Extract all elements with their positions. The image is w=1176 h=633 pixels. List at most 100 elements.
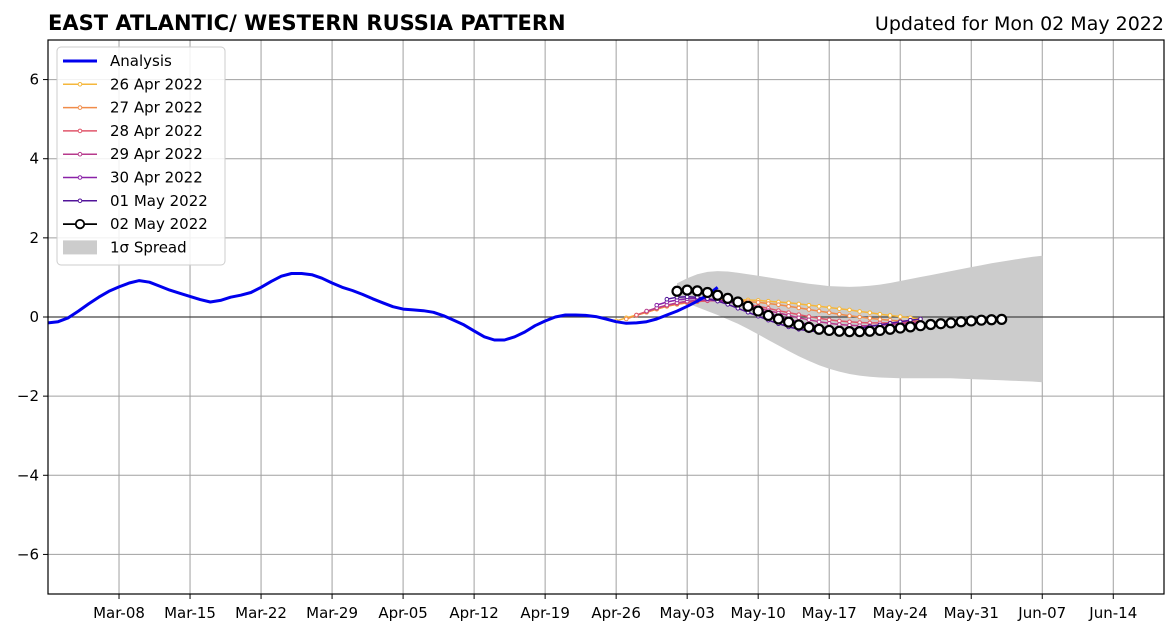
forecast-point [847,307,852,313]
current-forecast-point [864,325,876,337]
legend-marker [77,151,83,157]
x-tick-label: Apr-05 [378,604,428,622]
legend-label: 26 Apr 2022 [110,75,203,93]
x-axis: Mar-08 Mar-15 Mar-22 Mar-29 Apr-05 Apr-12 Apr-… [93,594,1137,622]
x-tick-label: Jun-14 [1088,604,1137,622]
current-forecast-point [935,318,947,330]
forecast-point [826,317,832,323]
legend-label: 27 Apr 2022 [110,99,203,117]
forecast-point [766,301,771,306]
x-tick-label: Apr-26 [591,604,641,622]
forecast-point [796,301,802,307]
current-forecast-point [925,318,937,331]
forecast-point [867,310,873,315]
current-forecast-point [803,321,815,333]
forecast-point [623,316,629,322]
current-forecast-point [955,316,967,328]
chart-title: EAST ATLANTIC/ WESTERN RUSSIA PATTERN [48,11,566,35]
legend-marker [77,105,83,110]
legend-entry: 29 Apr 2022 [63,145,203,163]
legend-entry: 26 Apr 2022 [63,75,203,93]
x-tick-label: May-10 [731,604,786,622]
legend-label: Analysis [110,52,172,70]
x-tick-label: May-31 [944,604,999,622]
current-forecast-point [691,285,703,297]
legend-marker [77,128,83,134]
analysis-line [47,272,719,342]
forecast-point [806,302,812,308]
legend-entry: 28 Apr 2022 [63,122,203,140]
legend-marker [77,175,83,180]
current-forecast-point [701,286,714,299]
forecast-point [786,300,791,306]
current-forecast-point [904,321,916,333]
current-forecast-point [884,323,896,335]
forecast-point [816,315,822,321]
chart-subtitle: Updated for Mon 02 May 2022 [875,13,1164,35]
current-forecast-point [965,315,977,327]
forecast-point [816,304,822,309]
forecast-point [857,314,862,320]
legend-entry: 02 May 2022 [63,215,208,233]
current-forecast-point [681,284,693,296]
legend: Analysis 26 Apr 2022 27 Apr 2022 28 Apr 202… [56,46,226,266]
current-forecast-point [996,313,1008,325]
forecast-point [826,305,832,310]
current-forecast-point [742,300,754,312]
forecast-point [877,317,883,322]
current-forecast-point [772,313,785,325]
legend-label: 1σ Spread [110,238,187,256]
legend-entry: 27 Apr 2022 [63,99,203,117]
series-layer [47,272,1008,342]
x-tick-label: May-24 [873,604,928,622]
current-forecast-point [945,317,957,329]
forecast-point [877,311,883,317]
legend-swatch [63,240,97,255]
current-forecast-point [793,319,805,331]
forecast-point [826,321,832,326]
forecast-point [806,307,812,312]
forecast-point [857,309,862,314]
current-forecast-point [874,324,886,337]
current-forecast-point [752,305,764,317]
x-tick-label: Jun-07 [1017,604,1066,622]
legend-label: 28 Apr 2022 [110,122,203,140]
forecast-point [867,315,873,321]
current-forecast-point [671,285,683,297]
current-forecast-point [985,314,998,326]
y-tick-label: 6 [29,71,39,89]
y-tick-label: 0 [29,308,39,326]
current-forecast-point [823,324,835,337]
forecast-point [847,319,852,325]
y-tick-label: −2 [17,387,39,405]
forecast-point [664,296,670,302]
current-forecast-point [833,325,845,337]
forecast-point [786,304,791,309]
current-forecast-point [843,326,856,338]
forecast-point [806,317,812,323]
forecast-point [796,305,802,311]
legend-label: 02 May 2022 [110,215,208,233]
y-tick-label: −4 [17,466,39,484]
forecast-point [837,311,842,317]
forecast-point [755,300,761,305]
x-tick-label: Apr-12 [449,604,499,622]
current-forecast-point [732,296,744,308]
legend-entry: 1σ Spread [63,238,187,256]
x-tick-label: Mar-22 [235,604,287,622]
legend-marker [77,198,83,204]
forecast-point [897,314,903,319]
forecast-point [654,302,660,308]
legend-box [56,46,226,266]
forecast-point [796,315,802,321]
current-forecast-point [894,322,906,334]
y-tick-label: −6 [17,545,39,563]
legend-label: 29 Apr 2022 [110,145,203,163]
legend-marker [74,219,86,230]
current-forecast-point [813,323,825,335]
forecast-point [816,308,822,314]
current-forecast-point [975,314,987,326]
current-forecast-point [762,309,774,322]
forecast-point [776,302,781,308]
legend-label: 30 Apr 2022 [110,169,203,187]
